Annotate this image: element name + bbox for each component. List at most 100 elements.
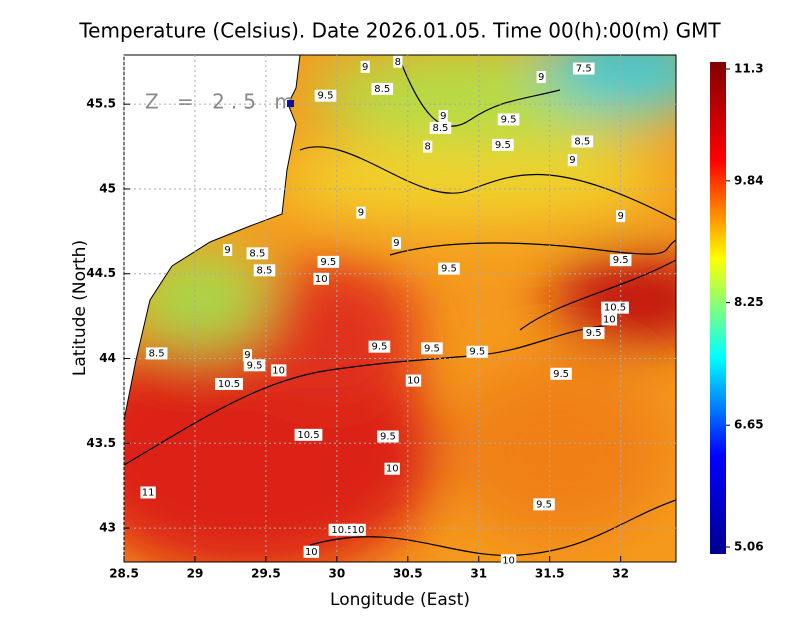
contour-label-box [303, 545, 320, 558]
contour-label: 9 [362, 62, 368, 73]
contour-label: 10 [407, 376, 420, 387]
contour-label: 9.5 [320, 257, 336, 268]
contour-label: 8 [395, 57, 401, 68]
contour-label: 9 [617, 211, 623, 222]
contour-label: 10 [272, 365, 285, 376]
contour-label-box [356, 206, 366, 219]
contour-label: 9.5 [501, 114, 517, 125]
contour-label-box [328, 523, 357, 536]
contour-label-box [377, 430, 399, 443]
contour-label-box [601, 301, 629, 314]
contour-label-box [497, 113, 520, 126]
contour-label-box [270, 364, 287, 377]
contour-label: 10 [352, 525, 365, 536]
contour-label: 9.5 [318, 91, 334, 102]
contour-label-box [536, 71, 546, 84]
contour-label: 10 [603, 315, 616, 326]
x-tick-label: 30.5 [393, 567, 423, 581]
contour-label-box [242, 349, 253, 362]
contour-label-box [243, 359, 266, 372]
x-tick-label: 31.5 [535, 567, 565, 581]
contour-label-box [384, 462, 400, 475]
contour-label-box [500, 554, 517, 567]
colorbar-tick-label: 8.25 [734, 295, 764, 309]
contour-label-box [609, 254, 632, 267]
contour-label: 9.5 [371, 342, 387, 353]
contour-label: 10.5 [331, 525, 353, 536]
contour-label: 8.5 [149, 348, 165, 359]
contour-label-box [391, 237, 402, 250]
contour-label: 9.5 [536, 499, 552, 510]
contour-label: 8.5 [374, 84, 390, 95]
contour-label: 9.5 [586, 328, 602, 339]
x-tick-label: 29.5 [251, 567, 281, 581]
contour-label: 10.5 [604, 303, 626, 314]
contour-label-box [368, 340, 391, 353]
colorbar [710, 62, 726, 554]
y-tick-label: 45 [99, 181, 116, 195]
contour-label: 9 [569, 155, 575, 166]
depth-annotation: Z = 2.5 m [145, 90, 300, 114]
contour-label-box [145, 347, 168, 360]
contour-label-box [492, 138, 514, 151]
contour-label-box [421, 342, 443, 355]
x-tick-label: 32 [612, 567, 629, 581]
y-tick-label: 43 [99, 521, 116, 535]
contour-label-box [405, 374, 422, 387]
contour-label: 8.5 [432, 123, 448, 134]
contour-label-box [371, 82, 394, 95]
contour-label: 10 [305, 547, 318, 558]
x-axis-label: Longitude (East) [330, 590, 470, 610]
contour-label-box [246, 247, 269, 260]
contour-label-box [253, 264, 276, 277]
contour-label: 10.5 [218, 379, 240, 390]
contour-label-box [313, 272, 329, 285]
contour-label-box [466, 345, 489, 358]
contour-label: 9 [440, 111, 446, 122]
contour-label-box [571, 135, 594, 148]
y-tick-label: 43.5 [86, 436, 116, 450]
contour-label-box [350, 523, 366, 536]
contour-label: 8.5 [257, 265, 273, 276]
contour-label-box [222, 244, 233, 256]
contour-label-box [438, 110, 448, 123]
contour-label: 9 [393, 238, 399, 249]
contour-label: 10 [315, 274, 328, 285]
contour-label-box [215, 377, 243, 390]
y-tick-label: 44.5 [86, 266, 116, 280]
contour-label: 9 [244, 350, 250, 361]
contour-label: 9.5 [613, 255, 629, 266]
contour-label-box [550, 367, 572, 380]
contour-label: 9.5 [441, 264, 457, 275]
contour-label: 9.5 [380, 432, 396, 443]
contour-label-box [423, 140, 433, 153]
contour-label: 10 [386, 464, 399, 475]
contour-label-box [601, 313, 618, 326]
contour-label: 8.5 [249, 248, 265, 259]
x-tick-label: 31 [470, 567, 487, 581]
contour-label: 8.5 [574, 136, 590, 147]
contour-label-box [140, 486, 156, 499]
contour-label-box [393, 55, 403, 68]
colorbar-tick-label: 11.3 [734, 62, 764, 76]
plot-frame [123, 54, 677, 563]
x-tick-label: 29 [187, 567, 204, 581]
y-axis-label: Latitude (North) [70, 240, 90, 376]
contour-label: 9 [538, 72, 544, 83]
title: Temperature (Celsius). Date 2026.01.05. … [78, 19, 721, 43]
x-tick-label: 30 [329, 567, 346, 581]
colorbar-tick-label: 6.65 [734, 418, 764, 432]
x-tick-label: 28.5 [109, 567, 139, 581]
contour-label-box [616, 210, 626, 223]
contour-label: 8 [424, 142, 430, 153]
contour-label: 9.5 [247, 360, 263, 371]
contour-label-box [429, 121, 452, 134]
contour-label-box [360, 60, 370, 73]
contour-label: 9.5 [495, 140, 511, 151]
contour-label: 9.5 [469, 347, 485, 358]
contour-label: 9 [358, 208, 364, 219]
contour-label: 9 [224, 245, 230, 256]
colorbar-tick-label: 9.84 [734, 173, 764, 187]
y-tick-label: 44 [99, 351, 116, 365]
